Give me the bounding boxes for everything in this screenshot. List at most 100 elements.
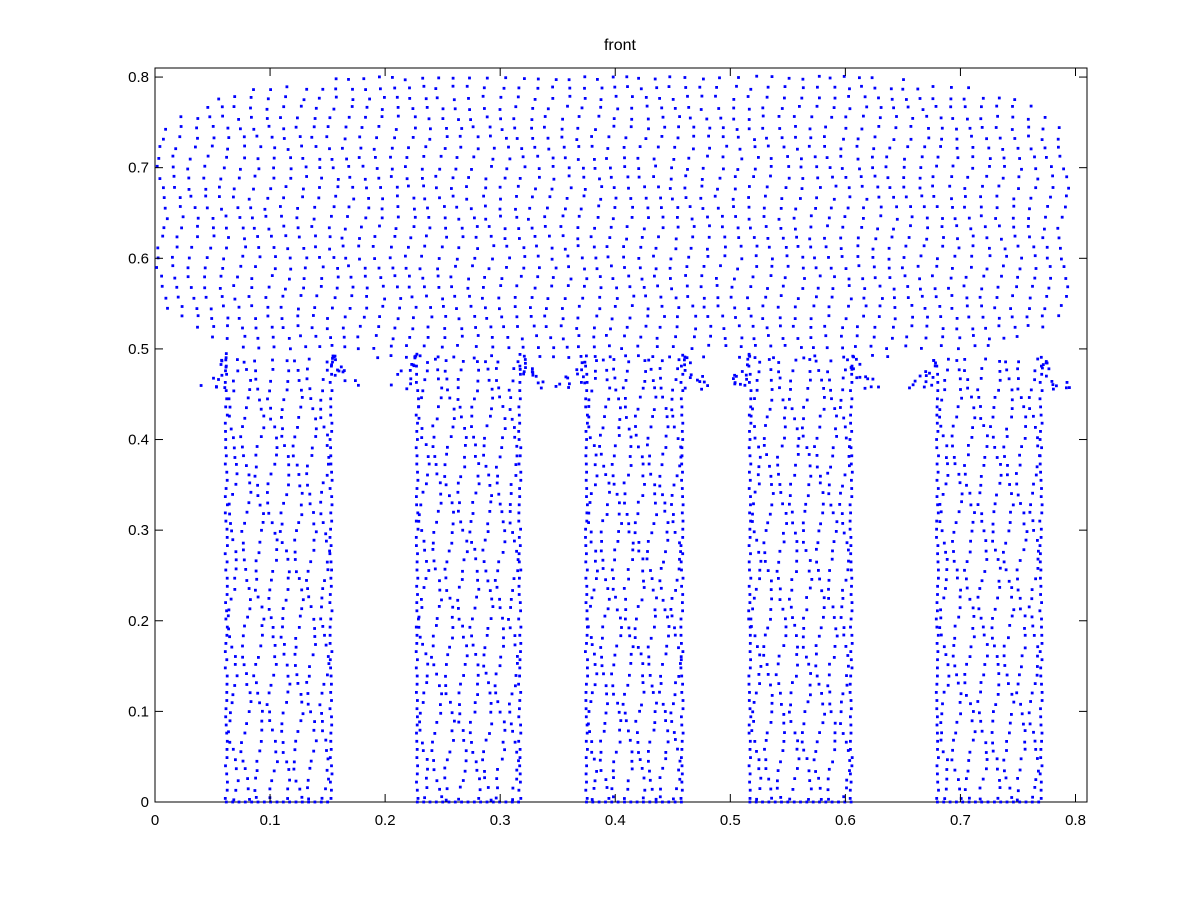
scatter-point [979,214,983,218]
scatter-point [421,749,425,752]
scatter-point [876,227,879,231]
scatter-point [431,740,434,744]
scatter-point [180,226,183,230]
scatter-point [491,396,494,400]
scatter-point [273,462,277,466]
scatter-point [644,137,648,140]
scatter-point [966,386,969,390]
scatter-point [299,503,303,507]
scatter-point [833,407,837,410]
scatter-point [791,324,795,328]
scatter-point [225,337,229,340]
scatter-point [679,544,683,547]
scatter-point [776,769,780,772]
scatter-point [959,692,963,696]
scatter-point [415,800,419,804]
scatter-point [983,663,987,666]
scatter-point [306,778,310,782]
scatter-point [1036,539,1039,542]
scatter-point [530,226,534,230]
scatter-point [567,356,571,359]
scatter-point [749,462,753,466]
scatter-point [747,584,751,588]
scatter-point [486,627,490,630]
scatter-point [828,702,832,706]
scatter-point [1030,597,1034,601]
scatter-point [668,355,671,359]
scatter-point [599,452,603,456]
scatter-point [470,634,473,638]
scatter-point [319,398,323,402]
scatter-point [584,756,588,759]
scatter-point [269,683,273,687]
scatter-point [993,446,997,449]
scatter-point [849,658,853,662]
scatter-point [885,155,889,159]
scatter-point [722,167,725,171]
scatter-point [524,361,527,365]
scatter-point [224,446,228,450]
scatter-point [515,549,518,553]
scatter-point [584,650,587,653]
scatter-point [348,307,352,310]
scatter-point [638,266,642,270]
scatter-point [941,702,944,706]
scatter-point [474,653,478,656]
scatter-point [909,125,913,128]
scatter-point [434,800,438,804]
scatter-point [663,509,667,513]
scatter-point [683,76,687,79]
scatter-point [965,577,968,581]
scatter-point [511,379,515,383]
scatter-point [936,633,940,637]
scatter-point [638,758,642,761]
scatter-point [509,606,512,609]
scatter-point [781,398,785,402]
scatter-point [415,601,419,604]
scatter-point [443,776,447,780]
scatter-point [980,105,983,109]
scatter-point [1015,798,1019,802]
scatter-point [672,158,676,161]
scatter-point [611,75,615,79]
scatter-point [749,405,753,409]
scatter-point [865,105,869,109]
scatter-point [323,579,326,582]
scatter-point [796,147,799,151]
scatter-point [612,117,616,120]
scatter-point [297,307,300,311]
scatter-point [988,165,991,168]
scatter-point [476,682,479,686]
scatter-point [496,786,499,790]
scatter-point [243,800,247,804]
scatter-point [367,197,370,200]
scatter-point [646,443,649,447]
scatter-point [415,723,419,727]
scatter-point [468,108,471,111]
scatter-point [840,334,843,338]
scatter-point [738,355,741,359]
scatter-point [936,552,939,556]
scatter-point [550,246,554,250]
scatter-point [893,296,896,300]
scatter-point [330,364,333,368]
scatter-point [241,326,244,330]
scatter-point [519,609,522,613]
scatter-point [448,596,452,600]
scatter-point [329,797,333,800]
scatter-point [604,405,608,409]
scatter-point [748,511,751,515]
scatter-point [599,433,602,437]
scatter-point [414,536,418,539]
scatter-point [670,503,673,506]
scatter-point [955,224,959,228]
scatter-point [580,256,584,260]
scatter-point [328,487,332,490]
scatter-point [227,730,230,734]
scatter-point [841,225,845,229]
scatter-point [790,510,794,514]
scatter-point [435,624,438,627]
scatter-point [972,406,976,410]
scatter-point [582,175,586,179]
scatter-point [308,665,311,668]
